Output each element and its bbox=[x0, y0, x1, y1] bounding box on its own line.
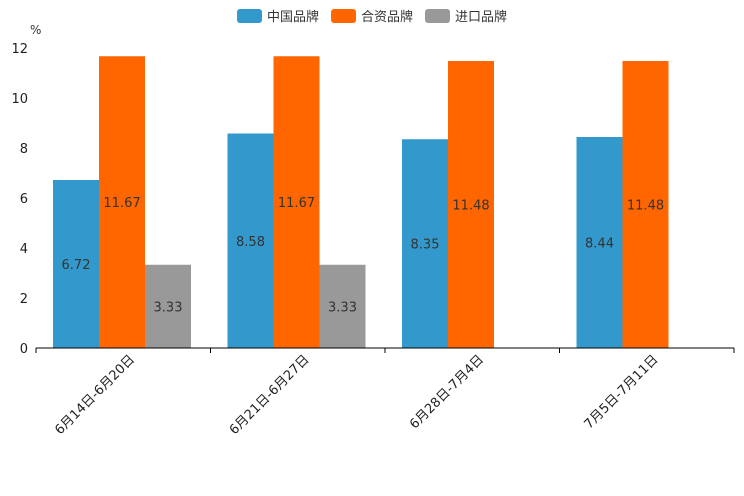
y-tick-label: 0 bbox=[20, 342, 28, 357]
x-tick-label: 6月21日-6月27日 bbox=[227, 352, 313, 438]
y-tick-label: 2 bbox=[20, 292, 28, 307]
bar[interactable] bbox=[53, 180, 99, 348]
bars: 6.72 11.67 3.33 8.58 11.67 3.33 8.35 11.48 8.44 1… bbox=[53, 56, 669, 348]
y-tick-label: 10 bbox=[11, 92, 28, 107]
bar[interactable] bbox=[448, 61, 494, 348]
y-axis: 0 2 4 6 8 10 12 bbox=[11, 42, 28, 357]
legend-swatch-joint bbox=[330, 8, 356, 23]
legend-item-china[interactable]: 中国品牌 bbox=[236, 6, 319, 25]
data-label: 11.48 bbox=[627, 199, 664, 214]
bar[interactable] bbox=[402, 139, 448, 348]
legend-label-china: 中国品牌 bbox=[266, 10, 319, 25]
legend: 中国品牌 合资品牌 进口品牌 bbox=[0, 6, 744, 25]
x-tick-label: 7月5日-7月11日 bbox=[582, 352, 662, 432]
y-axis-unit-label: % bbox=[30, 23, 41, 37]
data-label: 6.72 bbox=[62, 258, 91, 273]
y-tick-label: 12 bbox=[11, 42, 28, 57]
data-label: 3.33 bbox=[154, 300, 183, 315]
bar[interactable] bbox=[622, 61, 669, 348]
y-tick-label: 4 bbox=[20, 242, 28, 257]
legend-swatch-import bbox=[425, 8, 450, 23]
bar[interactable] bbox=[576, 137, 623, 348]
x-axis: 6月14日-6月20日 6月21日-6月27日 6月28日-7月4日 7月5日-7月1… bbox=[35, 347, 735, 438]
data-label: 11.48 bbox=[452, 199, 489, 214]
bar[interactable] bbox=[99, 56, 145, 348]
legend-item-import[interactable]: 进口品牌 bbox=[425, 6, 507, 25]
data-label: 11.67 bbox=[103, 196, 140, 211]
y-tick-label: 6 bbox=[20, 192, 28, 207]
x-tick-label: 6月28日-7月4日 bbox=[407, 352, 487, 432]
legend-label-import: 进口品牌 bbox=[455, 10, 508, 25]
y-tick-label: 8 bbox=[20, 142, 28, 157]
bar[interactable] bbox=[319, 264, 366, 348]
legend-swatch-china bbox=[236, 8, 262, 23]
data-label: 3.33 bbox=[328, 300, 357, 315]
bar[interactable] bbox=[145, 264, 191, 348]
data-label: 8.58 bbox=[236, 235, 265, 250]
data-label: 11.67 bbox=[278, 196, 315, 211]
x-tick-label: 6月14日-6月20日 bbox=[52, 352, 138, 438]
data-label: 8.35 bbox=[411, 238, 440, 253]
legend-label-joint: 合资品牌 bbox=[360, 10, 413, 25]
legend-item-joint[interactable]: 合资品牌 bbox=[330, 6, 413, 25]
data-label: 8.44 bbox=[585, 237, 614, 252]
bar[interactable] bbox=[273, 56, 320, 348]
bar[interactable] bbox=[227, 133, 274, 349]
